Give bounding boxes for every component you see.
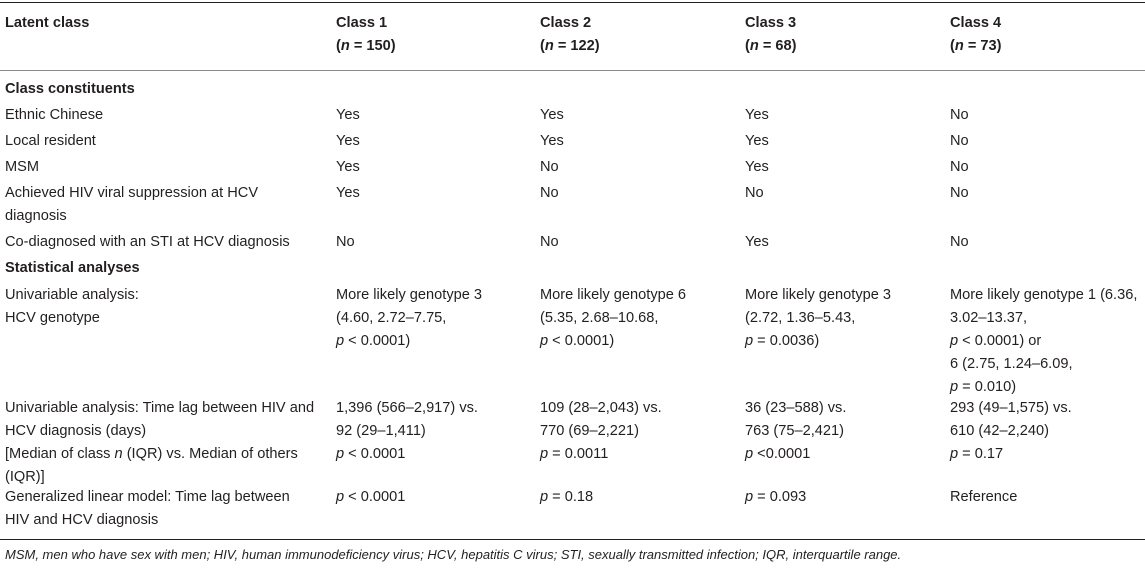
- cell-value: Yes: [336, 185, 360, 201]
- cell-line: p = 0.17: [950, 446, 1004, 462]
- cell-line: 293 (49–1,575) vs.: [950, 400, 1072, 416]
- class-1-label: Class 1: [336, 15, 388, 31]
- cell-line: p = 0.0011: [540, 446, 609, 462]
- cell-value: No: [745, 185, 764, 201]
- cell-line: More likely genotype 6: [540, 287, 687, 303]
- cell-value: No: [540, 185, 559, 201]
- row-label-line: HCV diagnosis (days): [5, 423, 147, 439]
- cell-line: 36 (23–588) vs.: [745, 400, 847, 416]
- cell-value: No: [950, 133, 969, 149]
- cell-line: (5.35, 2.68–10.68,: [540, 310, 659, 326]
- cell-value: 293 (49–1,575) vs. 610 (42–2,240) p = 0.…: [950, 397, 1145, 466]
- cell-value: 109 (28–2,043) vs. 770 (69–2,221) p = 0.…: [540, 397, 740, 466]
- row-label-line: Univariable analysis:: [5, 287, 139, 303]
- cell-line: (2.72, 1.36–5.43,: [745, 310, 856, 326]
- cell-line: p < 0.0001): [336, 333, 411, 349]
- section-title-statistical: Statistical analyses: [5, 260, 140, 276]
- class-2-n: (n = 122): [540, 38, 600, 54]
- class-4-label: Class 4: [950, 15, 1002, 31]
- bottom-rule: [0, 539, 1145, 540]
- section-title-constituents: Class constituents: [5, 81, 135, 97]
- cell-line: 6 (2.75, 1.24–6.09,: [950, 356, 1073, 372]
- cell-value: More likely genotype 3 (4.60, 2.72–7.75,…: [336, 284, 531, 353]
- cell-value: Yes: [540, 107, 564, 123]
- cell-value: No: [540, 159, 559, 175]
- header-rule: [0, 70, 1145, 71]
- cell-line: p = 0.010): [950, 379, 1017, 395]
- class-2-label: Class 2: [540, 15, 592, 31]
- cell-line: p <0.0001: [745, 446, 811, 462]
- cell-value: More likely genotype 1 (6.36, 3.02–13.37…: [950, 284, 1145, 399]
- cell-line: p < 0.0001): [540, 333, 615, 349]
- cell-value: No: [950, 234, 969, 250]
- row-label-line: HIV and HCV diagnosis: [5, 512, 159, 528]
- cell-line: (4.60, 2.72–7.75,: [336, 310, 447, 326]
- cell-value: Reference: [950, 489, 1018, 505]
- cell-value: No: [950, 107, 969, 123]
- cell-value: Yes: [745, 133, 769, 149]
- cell-value: No: [540, 234, 559, 250]
- cell-value: More likely genotype 6 (5.35, 2.68–10.68…: [540, 284, 740, 353]
- cell-value: Yes: [336, 159, 360, 175]
- row-label: Co-diagnosed with an STI at HCV diagnosi…: [5, 234, 290, 250]
- cell-line: 610 (42–2,240): [950, 423, 1049, 439]
- row-label-line: [Median of class n (IQR) vs. Median of o…: [5, 446, 298, 462]
- cell-line: 3.02–13.37,: [950, 310, 1028, 326]
- cell-value: More likely genotype 3 (2.72, 1.36–5.43,…: [745, 284, 945, 353]
- cell-line: 1,396 (566–2,917) vs.: [336, 400, 478, 416]
- cell-line: More likely genotype 1 (6.36,: [950, 287, 1138, 303]
- row-label: Ethnic Chinese: [5, 107, 104, 123]
- row-label: Generalized linear model: Time lag betwe…: [5, 486, 330, 532]
- header-latent-class: Latent class: [5, 15, 90, 31]
- cell-value: 36 (23–588) vs. 763 (75–2,421) p <0.0001: [745, 397, 945, 466]
- cell-value: Yes: [336, 107, 360, 123]
- row-label: Local resident: [5, 133, 96, 149]
- cell-line: 109 (28–2,043) vs.: [540, 400, 662, 416]
- class-4-n: (n = 73): [950, 38, 1002, 54]
- cell-value: Yes: [745, 159, 769, 175]
- cell-line: p = 0.0036): [745, 333, 820, 349]
- row-label-line: Univariable analysis: Time lag between H…: [5, 400, 315, 416]
- cell-value: No: [950, 185, 969, 201]
- row-label: MSM: [5, 159, 40, 175]
- cell-value: Yes: [745, 107, 769, 123]
- row-label-line: HCV genotype: [5, 310, 100, 326]
- cell-line: 92 (29–1,411): [336, 423, 426, 439]
- cell-value: Yes: [540, 133, 564, 149]
- cell-value: p < 0.0001: [336, 489, 406, 505]
- cell-line: More likely genotype 3: [745, 287, 892, 303]
- cell-value: p = 0.093: [745, 489, 807, 505]
- cell-line: 763 (75–2,421): [745, 423, 844, 439]
- cell-value: Yes: [745, 234, 769, 250]
- row-label-line: Generalized linear model: Time lag betwe…: [5, 489, 290, 505]
- cell-value: 1,396 (566–2,917) vs. 92 (29–1,411) p < …: [336, 397, 531, 466]
- row-label-line: Achieved HIV viral suppression at HCV: [5, 185, 259, 201]
- cell-line: 770 (69–2,221): [540, 423, 639, 439]
- header-class-4: Class 4 (n = 73): [950, 12, 1145, 58]
- cell-value: Yes: [336, 133, 360, 149]
- class-3-label: Class 3: [745, 15, 797, 31]
- row-label: Univariable analysis: Time lag between H…: [5, 397, 330, 489]
- cell-line: More likely genotype 3: [336, 287, 483, 303]
- row-label-line: (IQR)]: [5, 469, 45, 485]
- cell-line: p < 0.0001) or: [950, 333, 1042, 349]
- cell-value: No: [950, 159, 969, 175]
- cell-line: p < 0.0001: [336, 446, 406, 462]
- table-footnote: MSM, men who have sex with men; HIV, hum…: [5, 547, 902, 562]
- header-class-3: Class 3 (n = 68): [745, 12, 945, 58]
- cell-value: No: [336, 234, 355, 250]
- row-label: Achieved HIV viral suppression at HCV di…: [5, 182, 330, 228]
- top-rule: [0, 2, 1145, 3]
- row-label: Univariable analysis: HCV genotype: [5, 284, 330, 330]
- header-class-1: Class 1 (n = 150): [336, 12, 531, 58]
- class-3-n: (n = 68): [745, 38, 797, 54]
- header-class-2: Class 2 (n = 122): [540, 12, 740, 58]
- class-1-n: (n = 150): [336, 38, 396, 54]
- row-label-line: diagnosis: [5, 208, 67, 224]
- cell-value: p = 0.18: [540, 489, 594, 505]
